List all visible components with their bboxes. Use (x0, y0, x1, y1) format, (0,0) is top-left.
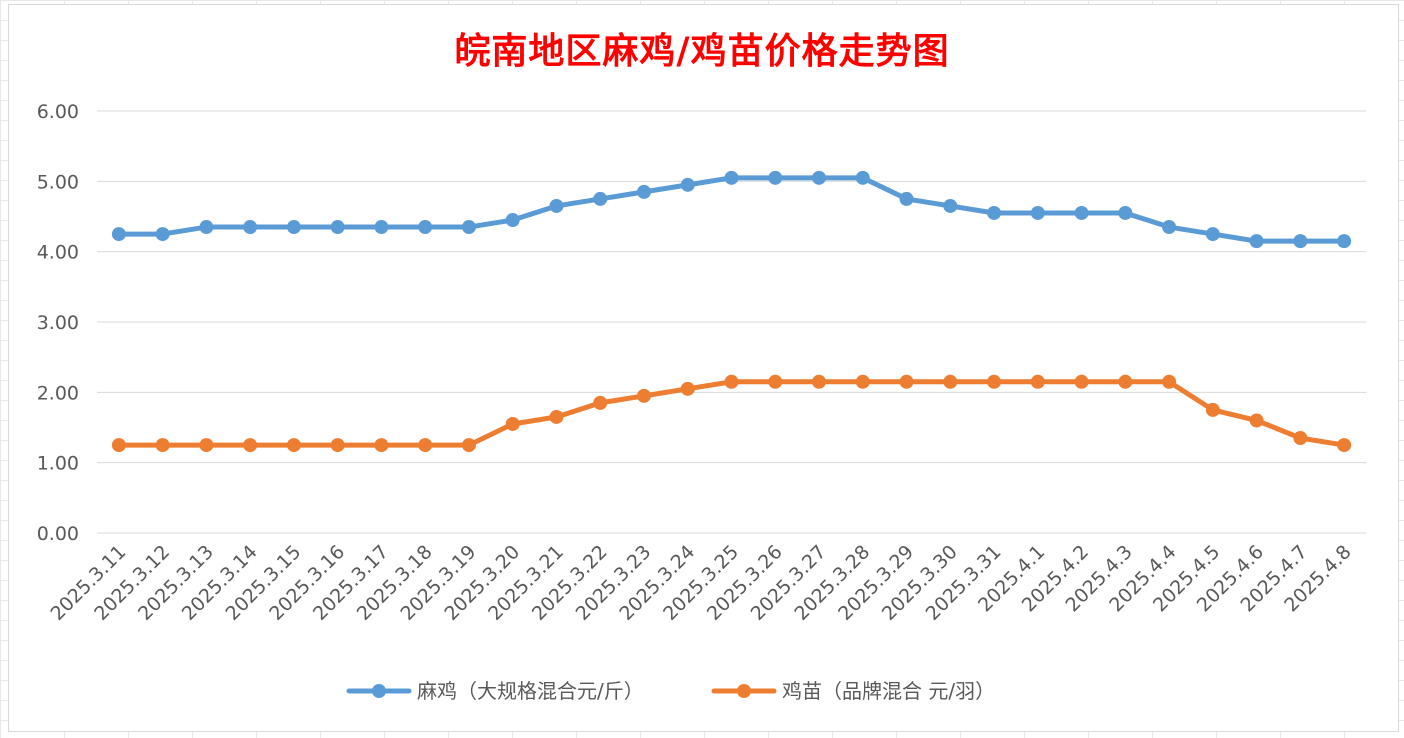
data-point[interactable] (943, 374, 958, 389)
data-point[interactable] (943, 198, 958, 213)
y-tick-label: 1.00 (37, 453, 79, 475)
data-point[interactable] (1030, 205, 1045, 220)
data-point[interactable] (1162, 374, 1177, 389)
series-line (116, 175, 1347, 244)
data-point[interactable] (330, 438, 345, 453)
data-point[interactable] (155, 227, 170, 242)
data-point[interactable] (374, 438, 389, 453)
data-point[interactable] (111, 227, 126, 242)
data-point[interactable] (1030, 374, 1045, 389)
chart-area[interactable] (8, 4, 1399, 732)
data-point[interactable] (1074, 374, 1089, 389)
data-point[interactable] (593, 395, 608, 410)
data-point[interactable] (987, 205, 1002, 220)
data-point[interactable] (549, 409, 564, 424)
data-point[interactable] (987, 374, 1002, 389)
y-tick-label: 4.00 (37, 242, 79, 264)
data-point[interactable] (199, 220, 214, 235)
data-point[interactable] (1118, 205, 1133, 220)
data-point[interactable] (549, 198, 564, 213)
y-tick-label: 6.00 (37, 101, 79, 123)
data-point[interactable] (1337, 234, 1352, 249)
data-point[interactable] (1337, 438, 1352, 453)
legend-label: 麻鸡（大规格混合元/斤） (417, 679, 644, 703)
data-point[interactable] (1162, 220, 1177, 235)
data-point[interactable] (286, 220, 301, 235)
data-point[interactable] (243, 438, 258, 453)
data-point[interactable] (461, 220, 476, 235)
y-tick-label: 2.00 (37, 382, 79, 404)
data-point[interactable] (286, 438, 301, 453)
y-tick-label: 0.00 (37, 523, 79, 545)
data-point[interactable] (899, 191, 914, 206)
data-point[interactable] (461, 438, 476, 453)
data-point[interactable] (1249, 234, 1264, 249)
legend-marker (372, 684, 386, 698)
data-point[interactable] (724, 374, 739, 389)
chart-title: 皖南地区麻鸡/鸡苗价格走势图 (454, 30, 950, 72)
data-point[interactable] (330, 220, 345, 235)
data-point[interactable] (155, 438, 170, 453)
data-point[interactable] (374, 220, 389, 235)
legend-marker (737, 684, 751, 698)
data-point[interactable] (1074, 205, 1089, 220)
data-point[interactable] (680, 177, 695, 192)
y-tick-label: 3.00 (37, 312, 79, 334)
data-point[interactable] (1293, 431, 1308, 446)
data-point[interactable] (1205, 227, 1220, 242)
data-point[interactable] (418, 220, 433, 235)
series-line (116, 379, 1347, 448)
data-point[interactable] (812, 170, 827, 185)
data-point[interactable] (855, 170, 870, 185)
data-point[interactable] (1118, 374, 1133, 389)
data-point[interactable] (505, 416, 520, 431)
data-point[interactable] (768, 170, 783, 185)
data-point[interactable] (593, 191, 608, 206)
data-point[interactable] (418, 438, 433, 453)
data-point[interactable] (636, 388, 651, 403)
data-point[interactable] (111, 438, 126, 453)
data-point[interactable] (680, 381, 695, 396)
data-point[interactable] (1293, 234, 1308, 249)
data-point[interactable] (199, 438, 214, 453)
data-point[interactable] (505, 213, 520, 228)
data-point[interactable] (768, 374, 783, 389)
data-point[interactable] (899, 374, 914, 389)
data-point[interactable] (636, 184, 651, 199)
data-point[interactable] (1205, 402, 1220, 417)
data-point[interactable] (812, 374, 827, 389)
data-point[interactable] (855, 374, 870, 389)
data-point[interactable] (724, 170, 739, 185)
legend-label: 鸡苗（品牌混合 元/羽） (782, 679, 995, 703)
data-point[interactable] (1249, 413, 1264, 428)
y-tick-label: 5.00 (37, 171, 79, 193)
data-point[interactable] (243, 220, 258, 235)
